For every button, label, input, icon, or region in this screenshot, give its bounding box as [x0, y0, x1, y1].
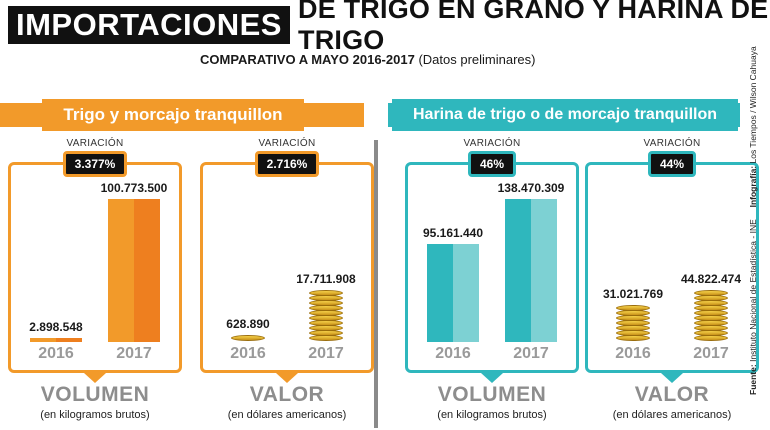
coin-stack-2017: [694, 290, 728, 342]
panel-pointer: [661, 373, 683, 383]
year-2016: 2016: [435, 345, 471, 362]
data-label-2017: 44.822.474: [680, 272, 742, 286]
fuente-label: Fuente:: [748, 364, 758, 395]
group-label-trigo: Trigo y morcajo tranquillon: [42, 99, 304, 131]
variation-badge: 46%: [468, 151, 516, 177]
fuente: Instituto Nacional de Estadística - INE: [748, 219, 758, 362]
variation-label: VARIACIÓN: [258, 138, 316, 149]
group-label-harina: Harina de trigo o de morcajo tranquillon: [392, 99, 738, 131]
coin-stack-2017: [309, 290, 343, 342]
bar-2016: [427, 243, 479, 342]
year-2017: 2017: [116, 345, 152, 362]
title-rest: DE TRIGO EN GRANO Y HARINA DE TRIGO: [298, 0, 769, 55]
data-label-2016: 2.898.548: [29, 319, 83, 334]
divider: [374, 140, 378, 428]
subtitle-bold: COMPARATIVO A MAYO 2016-2017: [200, 52, 415, 67]
coin-icon: [616, 335, 650, 341]
category-label: VALOR: [634, 383, 710, 406]
year-2017: 2017: [308, 345, 344, 362]
bar-half: [56, 337, 82, 342]
year-2017: 2017: [513, 345, 549, 362]
category-unit: (en dólares americanos): [227, 409, 347, 421]
bar-half: [453, 243, 479, 342]
coin-icon: [694, 335, 728, 341]
category-unit: (en dólares americanos): [612, 409, 732, 421]
coin-icon: [231, 335, 265, 341]
data-label-2016: 628.890: [226, 317, 270, 331]
variation-label: VARIACIÓN: [66, 138, 124, 149]
bar-2016: [30, 337, 82, 342]
bar-half: [134, 199, 160, 342]
year-2016: 2016: [38, 345, 74, 362]
variation-badge: 3.377%: [63, 151, 127, 177]
title: IMPORTACIONES DE TRIGO EN GRANO Y HARINA…: [8, 0, 770, 55]
coin-stack-2016: [616, 305, 650, 342]
variation-label: VARIACIÓN: [463, 138, 521, 149]
bar-half: [30, 337, 56, 342]
category-label: VOLUMEN: [40, 383, 150, 406]
year-2017: 2017: [693, 345, 729, 362]
bar-half: [531, 199, 557, 342]
subtitle: COMPARATIVO A MAYO 2016-2017 (Datos prel…: [200, 52, 535, 67]
bar-2017: [505, 199, 557, 342]
bar-2017: [108, 199, 160, 342]
bar-half: [108, 199, 134, 342]
panel-frame: [200, 162, 374, 373]
variation-label: VARIACIÓN: [643, 138, 701, 149]
coin-icon: [309, 335, 343, 341]
infografia: Los Tiempos / Wilson Cahuaya: [748, 46, 758, 164]
coin-stack-2016: [231, 335, 265, 342]
category-unit: (en kilogramos brutos): [40, 409, 150, 421]
subtitle-note: (Datos preliminares): [418, 52, 536, 67]
data-label-2016: 31.021.769: [602, 287, 664, 301]
credits: Fuente: Instituto Nacional de Estadístic…: [748, 46, 758, 395]
panel-pointer: [276, 373, 298, 383]
infografia-label: Infografía:: [748, 165, 758, 208]
title-highlight: IMPORTACIONES: [8, 6, 290, 44]
year-2016: 2016: [230, 345, 266, 362]
bar-half: [427, 243, 453, 342]
data-label-2017: 100.773.500: [100, 181, 168, 195]
data-label-2017: 17.711.908: [296, 272, 356, 286]
data-label-2016: 95.161.440: [422, 225, 484, 240]
variation-badge: 2.716%: [255, 151, 319, 177]
panel-pointer: [481, 373, 503, 383]
panel-frame: [585, 162, 759, 373]
panel-pointer: [84, 373, 106, 383]
category-unit: (en kilogramos brutos): [437, 409, 547, 421]
category-label: VOLUMEN: [437, 383, 547, 406]
category-label: VALOR: [249, 383, 325, 406]
bar-half: [505, 199, 531, 342]
year-2016: 2016: [615, 345, 651, 362]
variation-badge: 44%: [648, 151, 696, 177]
data-label-2017: 138.470.309: [497, 181, 565, 195]
